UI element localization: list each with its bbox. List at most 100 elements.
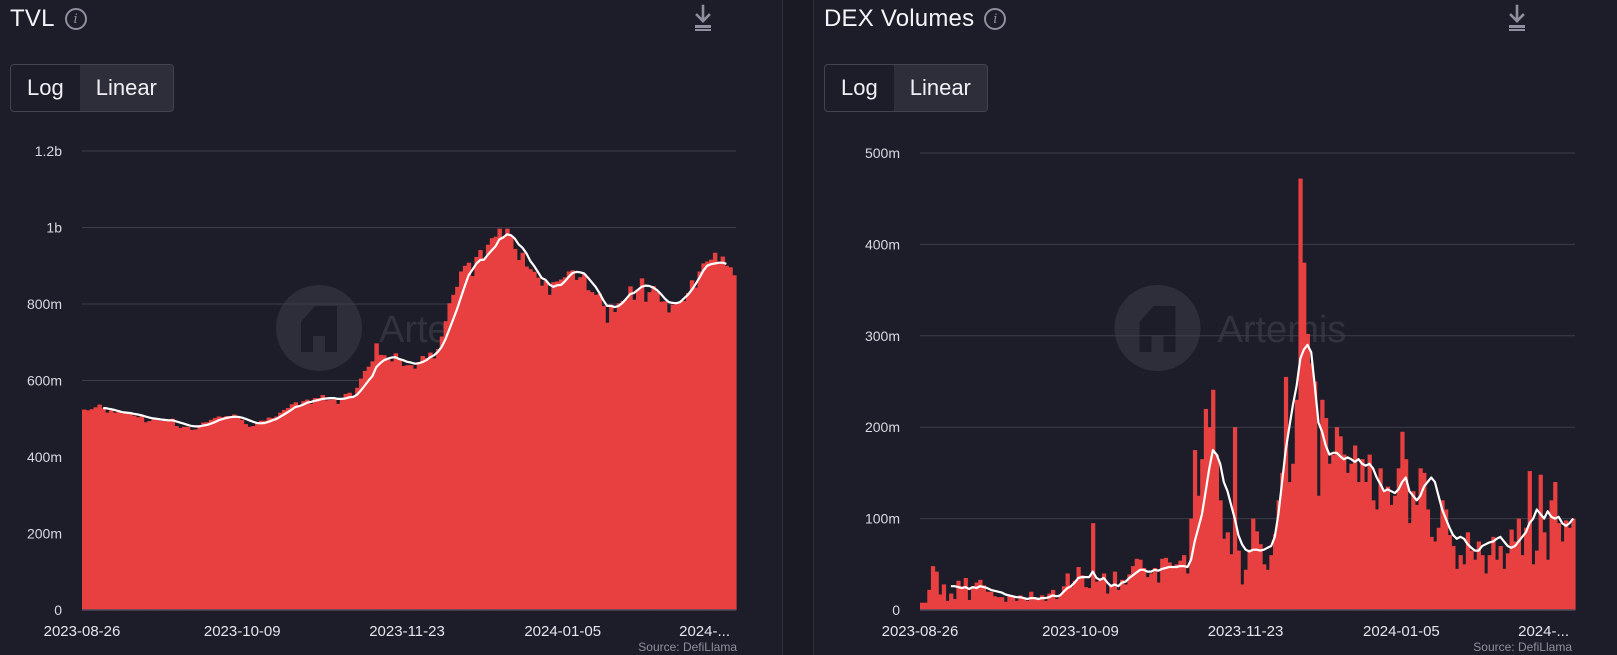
bar[interactable] — [385, 357, 391, 610]
bar[interactable] — [466, 262, 472, 610]
bar[interactable] — [247, 426, 252, 610]
bar[interactable] — [285, 408, 291, 610]
bar[interactable] — [1509, 529, 1514, 610]
bar[interactable] — [562, 277, 568, 610]
bar[interactable] — [1513, 541, 1518, 610]
bar[interactable] — [1032, 597, 1038, 610]
bar[interactable] — [501, 236, 506, 610]
bar[interactable] — [1200, 459, 1205, 610]
bar[interactable] — [1214, 454, 1219, 610]
bar[interactable] — [343, 393, 349, 610]
bar[interactable] — [701, 263, 706, 610]
bar[interactable] — [963, 578, 968, 610]
bar[interactable] — [1433, 541, 1438, 610]
bar[interactable] — [612, 312, 618, 610]
bar[interactable] — [934, 571, 939, 610]
bar[interactable] — [97, 404, 102, 610]
bar[interactable] — [174, 426, 179, 610]
bar[interactable] — [308, 403, 314, 610]
bar[interactable] — [1520, 555, 1525, 610]
bar[interactable] — [670, 304, 676, 610]
bar[interactable] — [1349, 463, 1354, 610]
bar[interactable] — [609, 304, 614, 610]
bar[interactable] — [132, 415, 137, 610]
bar[interactable] — [1021, 599, 1027, 610]
bar[interactable] — [1429, 536, 1434, 610]
bar[interactable] — [1138, 559, 1143, 610]
bar[interactable] — [93, 407, 98, 610]
bar[interactable] — [989, 591, 994, 610]
bar[interactable] — [239, 419, 245, 610]
bar[interactable] — [212, 417, 218, 610]
bar[interactable] — [1025, 600, 1030, 610]
bar[interactable] — [297, 406, 302, 610]
bar[interactable] — [1385, 486, 1391, 610]
bar[interactable] — [1498, 546, 1503, 610]
bar[interactable] — [635, 289, 641, 610]
bar[interactable] — [1229, 554, 1234, 610]
bar[interactable] — [1542, 532, 1547, 610]
bar[interactable] — [1491, 536, 1496, 610]
bar[interactable] — [124, 413, 129, 610]
bar[interactable] — [574, 279, 579, 610]
bar[interactable] — [112, 412, 118, 610]
bar[interactable] — [1152, 567, 1158, 610]
bar[interactable] — [1156, 582, 1161, 610]
bar[interactable] — [1040, 595, 1045, 610]
bar[interactable] — [493, 236, 499, 610]
bar[interactable] — [1534, 550, 1540, 610]
bar[interactable] — [1087, 588, 1092, 610]
bar[interactable] — [462, 265, 468, 610]
bar[interactable] — [155, 419, 160, 610]
bar[interactable] — [451, 294, 456, 610]
bar[interactable] — [320, 395, 325, 610]
bar[interactable] — [435, 349, 441, 610]
bar[interactable] — [1378, 468, 1383, 610]
bar[interactable] — [482, 258, 487, 610]
bar[interactable] — [655, 291, 660, 610]
bar[interactable] — [255, 422, 260, 610]
bar[interactable] — [1131, 566, 1136, 610]
bar[interactable] — [559, 279, 564, 610]
bar[interactable] — [1323, 418, 1329, 610]
bar[interactable] — [1396, 468, 1401, 610]
bar[interactable] — [332, 399, 337, 610]
bar[interactable] — [605, 322, 610, 610]
bar[interactable] — [666, 312, 672, 610]
bar[interactable] — [116, 411, 122, 610]
bar[interactable] — [1327, 463, 1332, 610]
bar[interactable] — [397, 359, 402, 610]
bar[interactable] — [151, 419, 156, 610]
bar[interactable] — [1480, 555, 1485, 610]
bar[interactable] — [712, 252, 718, 610]
bar[interactable] — [1553, 482, 1558, 610]
bar[interactable] — [1192, 450, 1198, 610]
bar[interactable] — [1389, 504, 1394, 610]
bar[interactable] — [147, 421, 152, 610]
bar[interactable] — [312, 398, 318, 610]
bar[interactable] — [1105, 593, 1110, 610]
bar[interactable] — [305, 399, 310, 611]
bar[interactable] — [166, 419, 172, 610]
bar[interactable] — [1091, 523, 1096, 610]
bar[interactable] — [960, 586, 965, 610]
dex-log-button[interactable]: Log — [841, 75, 878, 100]
bar[interactable] — [351, 396, 356, 610]
bar[interactable] — [158, 421, 164, 610]
bar[interactable] — [258, 420, 264, 610]
bar[interactable] — [1276, 500, 1281, 610]
bar[interactable] — [1465, 532, 1471, 610]
bar[interactable] — [1382, 491, 1387, 610]
bar[interactable] — [1072, 580, 1078, 610]
bar[interactable] — [1189, 518, 1194, 610]
bar[interactable] — [474, 256, 479, 610]
bar[interactable] — [512, 248, 518, 611]
bar[interactable] — [967, 599, 972, 610]
bar[interactable] — [1444, 509, 1449, 610]
bar[interactable] — [1414, 504, 1420, 610]
bar[interactable] — [1440, 500, 1445, 610]
bar[interactable] — [1054, 599, 1059, 610]
bar[interactable] — [920, 602, 925, 610]
bar[interactable] — [497, 228, 502, 610]
bar[interactable] — [547, 294, 552, 610]
